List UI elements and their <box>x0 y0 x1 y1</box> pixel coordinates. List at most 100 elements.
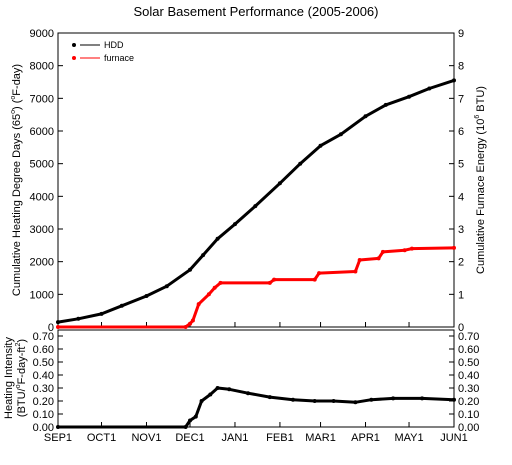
y-tick-label: 0.10 <box>33 409 54 421</box>
y2-tick-label: 8 <box>458 61 464 73</box>
y-tick-label: 2000 <box>30 257 54 269</box>
legend-hdd-marker <box>72 43 76 47</box>
hdd-point <box>253 204 258 209</box>
x-tick-label: JUN1 <box>440 432 468 444</box>
hdd-point <box>76 316 81 321</box>
hdd-point <box>427 86 432 91</box>
hdd-point <box>383 102 388 107</box>
top-left-y-ticks: 0 1000 2000 3000 4000 5000 6000 7000 8000 9000 <box>30 28 63 334</box>
intensity-point <box>193 414 198 419</box>
intensity-point <box>420 396 425 401</box>
intensity-point <box>331 399 336 403</box>
series-hdd <box>56 78 456 325</box>
bottom-right-y-ticks: 0.000.100.200.300.400.500.600.70 <box>449 331 479 434</box>
furnace-point <box>218 280 223 285</box>
intensity-point <box>183 425 188 429</box>
furnace-point <box>206 292 211 297</box>
furnace-point <box>183 325 188 329</box>
top-panel: 0 1000 2000 3000 4000 5000 6000 7000 8000 9000 0 1… <box>10 28 487 334</box>
x-tick-label: OCT1 <box>87 432 116 444</box>
y2-tick-label: 1 <box>458 289 464 301</box>
furnace-point <box>272 277 277 282</box>
hdd-line <box>57 78 455 324</box>
hdd-point <box>144 294 149 298</box>
furnace-point <box>56 325 60 329</box>
intensity-point <box>208 392 213 397</box>
y-tick-label: 0.40 <box>33 370 54 382</box>
bottom-x-ticks: SEP1 OCT1 NOV1 DEC1 JAN1 FEB1 MAR1 APR1 MAY1 JUN1 <box>44 422 468 444</box>
hdd-point <box>338 132 343 137</box>
furnace-point <box>196 302 201 307</box>
furnace-point <box>312 277 317 282</box>
y2-tick-label: 9 <box>458 28 464 40</box>
y-tick-label: 4000 <box>30 191 54 203</box>
chart-title: Solar Basement Performance (2005-2006) <box>134 4 379 19</box>
y2-tick-label: 0.30 <box>458 383 479 395</box>
x-tick-label: DEC1 <box>175 432 204 444</box>
x-tick-label: APR1 <box>351 432 380 444</box>
intensity-point <box>199 399 204 403</box>
y-tick-label: 6000 <box>30 126 54 138</box>
series-furnace <box>56 245 456 329</box>
intensity-point <box>188 418 192 423</box>
hdd-point <box>277 181 282 186</box>
furnace-point <box>188 321 192 326</box>
series-heating-intensity <box>56 386 456 429</box>
x-tick-label: MAY1 <box>394 432 423 444</box>
hdd-point <box>119 303 124 308</box>
y-tick-label: 0.20 <box>33 396 54 408</box>
y-tick-label: 7000 <box>30 93 54 105</box>
x-tick-label: MAR1 <box>305 432 336 444</box>
y-tick-label: 0 <box>48 322 54 334</box>
intensity-line <box>58 386 455 429</box>
y2-tick-label: 6 <box>458 126 464 138</box>
y2-tick-label: 0.20 <box>458 396 479 408</box>
y2-tick-label: 0.00 <box>458 422 479 434</box>
intensity-point <box>215 386 220 390</box>
y-tick-label: 0.60 <box>33 344 54 356</box>
y-tick-label: 5000 <box>30 159 54 171</box>
y-tick-label: 0.50 <box>33 357 54 369</box>
bottom-left-y-ticks: 0.000.100.200.300.400.500.600.70 <box>33 331 63 434</box>
furnace-point <box>357 258 362 262</box>
y2-tick-label: 5 <box>458 159 464 171</box>
intensity-point <box>391 396 396 401</box>
hdd-point <box>164 284 169 289</box>
y2-tick-label: 0.40 <box>458 370 479 382</box>
hdd-point <box>452 78 456 83</box>
intensity-point <box>227 387 232 392</box>
legend-hdd-label: HDD <box>104 40 124 50</box>
hdd-point <box>298 161 303 166</box>
y2-tick-label: 2 <box>458 257 464 269</box>
y-tick-label: 9000 <box>30 28 54 40</box>
hdd-point <box>407 94 411 99</box>
bottom-panel: 0.000.100.200.300.400.500.600.70 0.000.1… <box>3 329 479 444</box>
y-tick-label: 3000 <box>30 224 54 236</box>
furnace-point <box>190 318 195 323</box>
y2-tick-label: 3 <box>458 224 464 236</box>
intensity-point <box>452 397 456 402</box>
hdd-point <box>188 267 192 272</box>
y2-tick-label: 0 <box>458 322 464 334</box>
y2-tick-label: 0.70 <box>458 331 479 343</box>
furnace-point <box>376 256 381 261</box>
x-tick-label: JAN1 <box>222 432 249 444</box>
furnace-point <box>409 246 414 251</box>
hdd-point <box>215 236 220 241</box>
y2-tick-label: 4 <box>458 191 464 203</box>
y-tick-label: 0.70 <box>33 331 54 343</box>
intensity-point <box>369 397 374 402</box>
bottom-y-axis-label-line1: Heating Intensity <box>3 337 15 419</box>
furnace-line <box>58 246 455 329</box>
hdd-point <box>201 253 206 258</box>
bottom-plot-frame <box>57 329 455 428</box>
furnace-point <box>353 269 358 274</box>
y-tick-label: 8000 <box>30 61 54 73</box>
top-plot-frame <box>57 32 455 328</box>
top-right-y-ticks: 0 1 2 3 4 5 6 7 8 9 <box>449 28 464 334</box>
y-tick-label: 0.00 <box>33 422 54 434</box>
hdd-point <box>233 222 237 227</box>
y2-tick-label: 0.10 <box>458 409 479 421</box>
intensity-point <box>56 425 60 429</box>
